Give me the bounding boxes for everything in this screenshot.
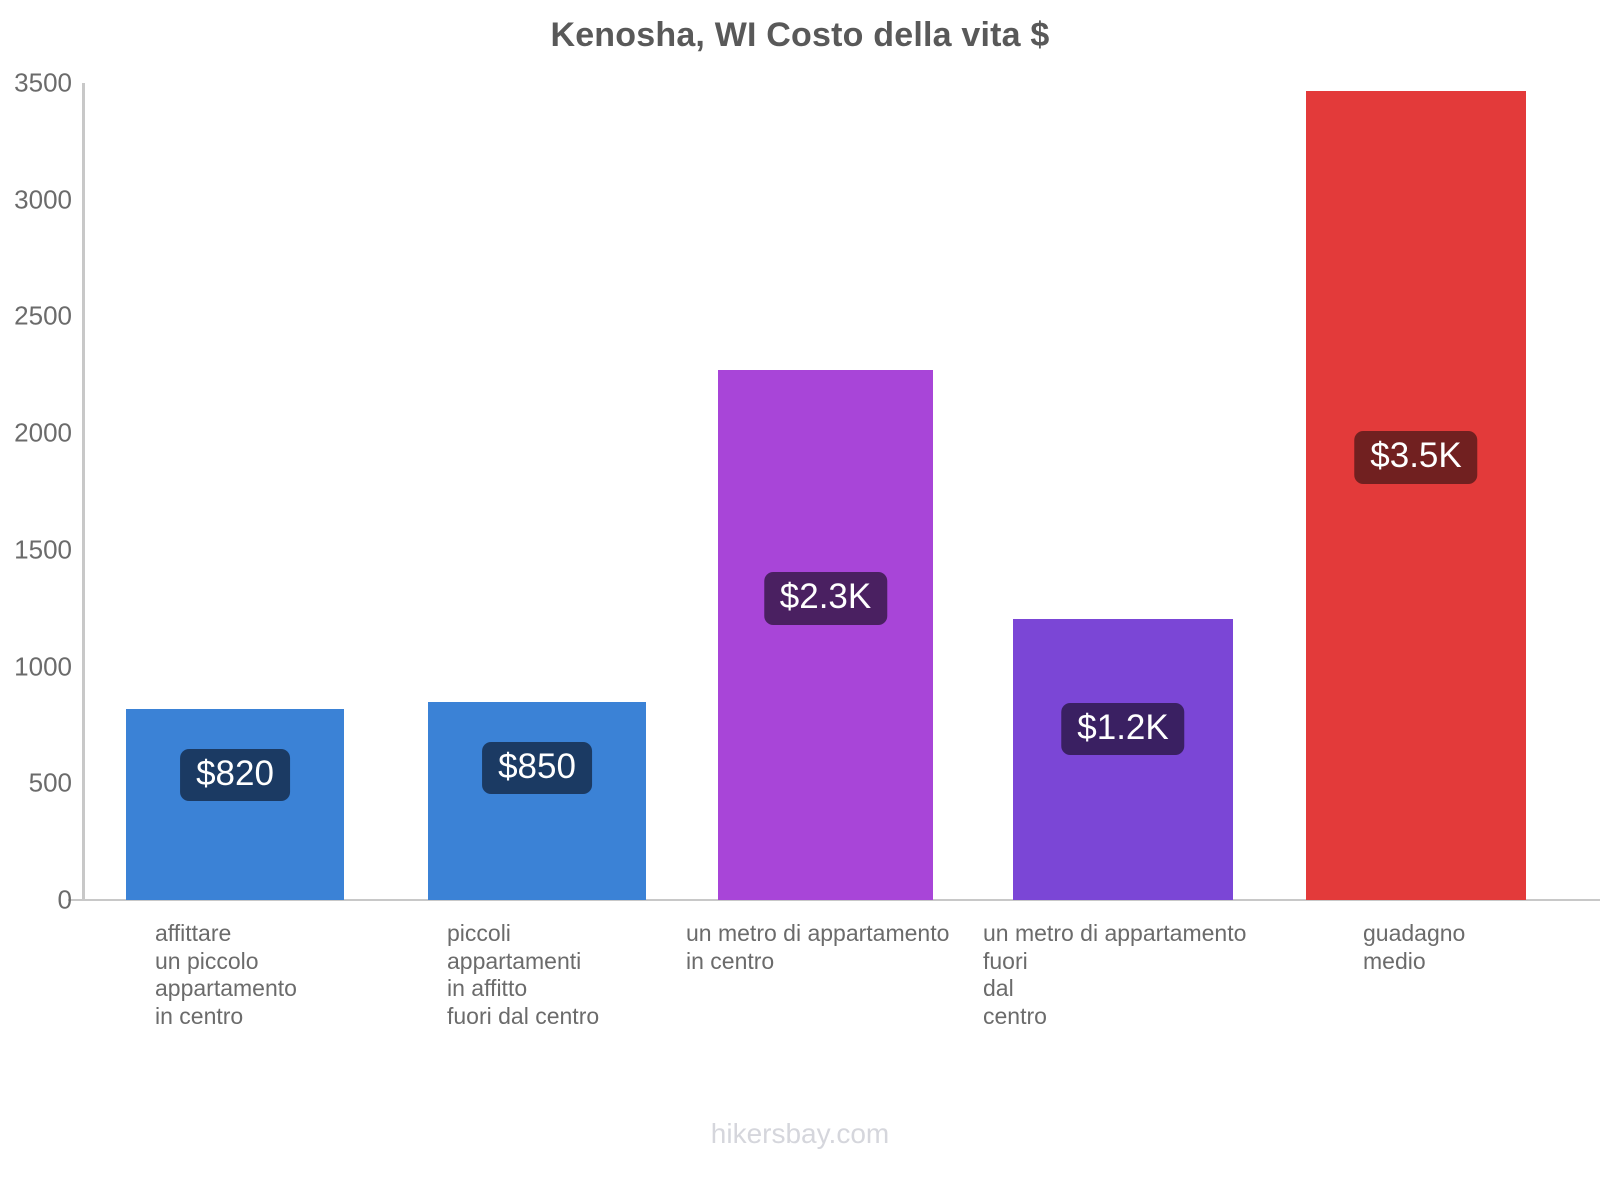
bar[interactable]: $850	[428, 701, 646, 900]
bar-value-label: $3.5K	[1354, 431, 1478, 484]
bar[interactable]: $2.3K	[718, 370, 933, 900]
category-label: un metro di appartamento fuori dal centr…	[983, 920, 1247, 1029]
bar-value-label: $1.2K	[1061, 702, 1185, 756]
bar-value-label: $820	[180, 748, 290, 802]
y-axis-tick-label: 1500	[14, 534, 72, 565]
bar[interactable]: $3.5K	[1306, 91, 1526, 900]
y-axis-tick-label: 0	[57, 884, 72, 915]
y-axis-line	[82, 83, 85, 901]
bar[interactable]: $820	[126, 708, 344, 900]
bar[interactable]: $1.2K	[1013, 618, 1233, 900]
category-label: piccoli appartamenti in affitto fuori da…	[447, 920, 600, 1029]
y-axis-tick-label: 1000	[14, 651, 72, 682]
y-axis-tick-label: 3000	[14, 184, 72, 215]
y-axis-tick-label: 3500	[14, 67, 72, 98]
chart-title: Kenosha, WI Costo della vita $	[550, 16, 1050, 54]
y-axis-tick-label: 2500	[14, 300, 72, 331]
category-label: affittare un piccolo appartamento in cen…	[155, 920, 297, 1029]
x-axis-line	[68, 899, 1600, 901]
y-axis-tick-label: 2000	[14, 417, 72, 448]
bar-value-label: $850	[482, 741, 592, 795]
y-axis-tick-label: 500	[28, 767, 72, 798]
category-label: un metro di appartamento in centro	[686, 920, 950, 974]
bar-value-label: $2.3K	[763, 572, 888, 625]
category-label: guadagno medio	[1363, 920, 1466, 974]
footer-watermark: hikersbay.com	[710, 1118, 890, 1149]
